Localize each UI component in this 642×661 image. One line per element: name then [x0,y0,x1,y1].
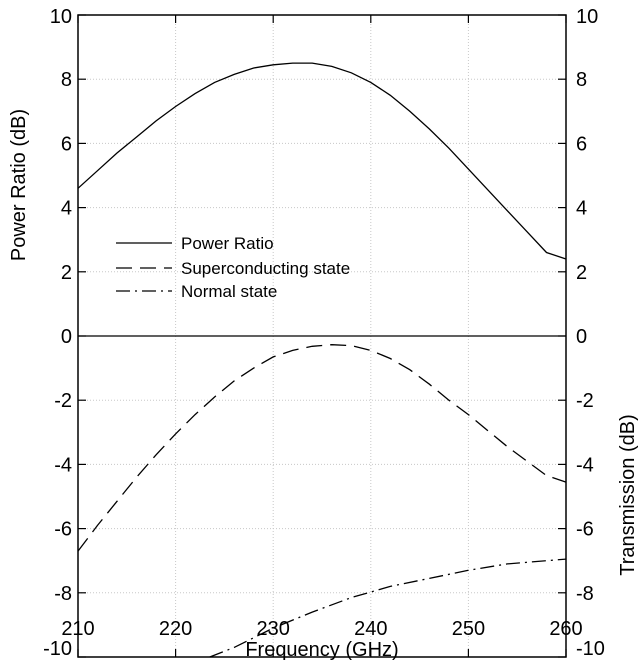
y-axis-title-left: Power Ratio (dB) [8,109,30,261]
y-tick-label-right: 6 [576,133,587,155]
y-tick-label-left: -4 [54,454,72,476]
series-line-dashed [77,344,567,552]
x-tick-label: 260 [549,618,582,640]
y-tick-label-left: -10 [43,638,72,660]
x-tick-label: 210 [61,618,94,640]
y-tick-label-left: -2 [54,390,72,412]
legend: Power Ratio Superconducting state Normal s… [116,234,350,301]
y-tick-label-left: -8 [54,583,72,605]
x-tick-label: 230 [257,618,290,640]
series-layer [77,62,567,658]
y-tick-label-right: 0 [576,326,587,348]
y-axis-title-right: Transmission (dB) [617,414,639,576]
y-tick-label-left: 10 [50,6,72,28]
x-axis-title: Frequency (GHz) [245,639,398,661]
y-tick-label-left: 0 [61,326,72,348]
y-tick-label-right: -10 [576,638,605,660]
y-tick-label-left: 4 [61,198,72,220]
x-tick-label: 220 [159,618,192,640]
y-tick-label-right: -8 [576,583,594,605]
y-tick-label-left: 6 [61,133,72,155]
ticks: 210 220 230 240 250 260-10 -10-8 -8-6 -6-4 -4-2 -2… [43,6,605,660]
y-tick-label-right: 2 [576,262,587,284]
y-tick-label-right: -6 [576,519,594,541]
y-tick-label-right: 4 [576,198,587,220]
y-tick-label-right: 10 [576,6,598,28]
y-tick-label-left: 2 [61,262,72,284]
series-line-dashdot [209,558,567,658]
y-tick-label-left: -6 [54,519,72,541]
series-line-solid [77,62,567,260]
y-tick-label-right: -4 [576,454,594,476]
legend-label: Superconducting state [181,259,350,278]
x-tick-label: 250 [452,618,485,640]
y-tick-label-right: 8 [576,69,587,91]
legend-label: Normal state [181,282,277,301]
legend-label: Power Ratio [181,234,274,253]
x-tick-label: 240 [354,618,387,640]
y-tick-label-right: -2 [576,390,594,412]
y-tick-label-left: 8 [61,69,72,91]
